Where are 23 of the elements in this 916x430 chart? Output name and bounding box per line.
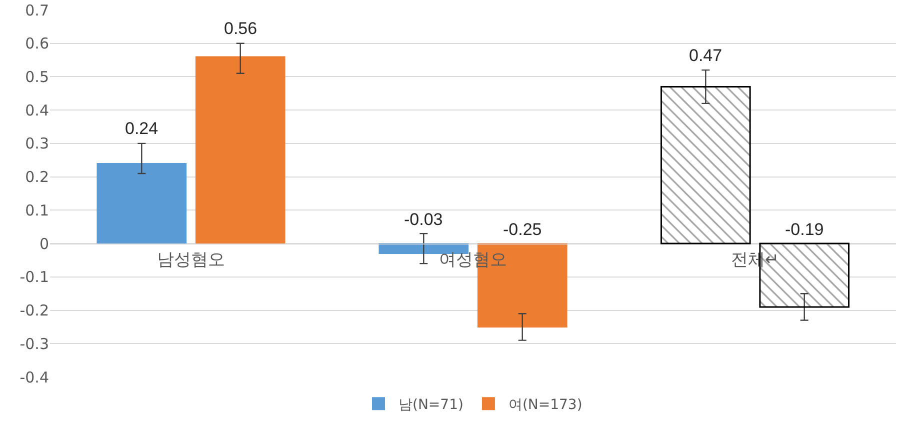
bar xyxy=(195,56,286,244)
y-tick-label: 0.3 xyxy=(25,134,49,153)
y-tick-label: -0.1 xyxy=(20,268,49,286)
y-tick-label: -0.4 xyxy=(20,368,49,386)
y-tick-label: 0 xyxy=(39,234,49,253)
y-tick-label: 0.7 xyxy=(25,1,49,20)
data-label: -0.19 xyxy=(785,220,824,239)
y-tick-label: 0.4 xyxy=(25,101,49,120)
data-label: 0.24 xyxy=(125,119,158,138)
data-label: 0.47 xyxy=(689,46,722,65)
y-tick-label: 0.6 xyxy=(25,34,49,53)
bar xyxy=(96,162,187,244)
data-label: -0.25 xyxy=(503,220,542,239)
data-label: -0.03 xyxy=(404,210,443,229)
y-tick-label: 0.5 xyxy=(25,68,49,86)
legend-label: 남(N=71) xyxy=(398,397,464,414)
y-tick-label: -0.2 xyxy=(20,302,49,320)
data-label: 0.56 xyxy=(224,19,258,38)
y-tick-label: -0.3 xyxy=(20,334,49,353)
legend-label: 여(N=173) xyxy=(508,397,582,414)
y-tick-label: 0.1 xyxy=(25,201,49,220)
y-tick-label: 0.2 xyxy=(25,168,49,186)
x-tick-label: 남성혐오 xyxy=(157,250,225,270)
